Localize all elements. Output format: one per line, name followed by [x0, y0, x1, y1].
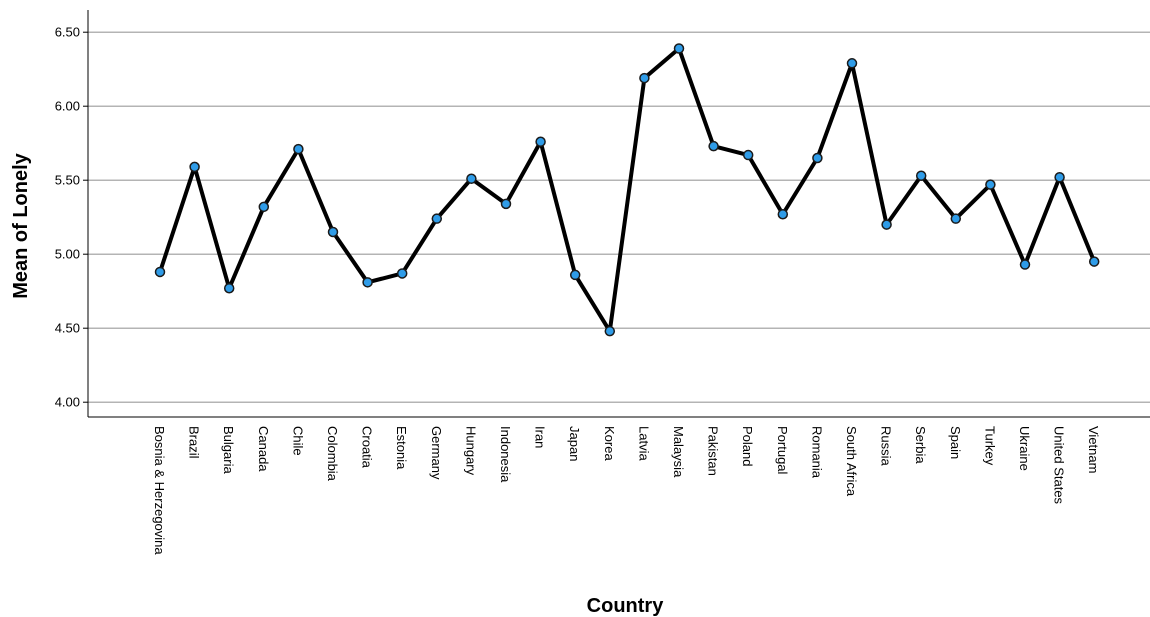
data-point [673, 43, 685, 54]
x-tick-label: Portugal [775, 426, 790, 475]
x-tick-label: Hungary [463, 426, 478, 476]
y-tick-label: 5.50 [55, 173, 80, 188]
data-point [639, 72, 650, 84]
y-tick-label: 4.50 [55, 321, 80, 336]
data-point [915, 170, 927, 182]
data-point [189, 161, 200, 173]
x-tick-label: Croatia [360, 426, 375, 469]
data-point [258, 201, 270, 213]
data-point [604, 325, 616, 337]
y-tick-label: 6.00 [55, 99, 80, 114]
x-tick-label: Korea [602, 426, 617, 461]
data-point [708, 140, 719, 152]
x-tick-label: Indonesia [498, 426, 513, 483]
data-point [742, 149, 754, 161]
x-tick-label: Latvia [636, 426, 651, 461]
x-tick-label: Canada [256, 426, 271, 472]
x-axis-title: Country [587, 595, 665, 617]
x-tick-label: Chile [290, 426, 305, 456]
y-axis-title: Mean of Lonely [10, 152, 32, 298]
x-tick-label: Ukraine [1017, 426, 1032, 471]
data-point [431, 213, 443, 224]
data-point [466, 173, 477, 184]
data-point [812, 152, 823, 164]
data-point [881, 219, 892, 230]
x-tick-label: Poland [740, 426, 755, 466]
axes [83, 10, 1150, 418]
y-tick-label: 4.00 [55, 395, 80, 410]
x-tick-label: Bosnia & Herzegovina [152, 426, 167, 555]
x-tick-label: Colombia [325, 426, 340, 482]
gridlines [88, 31, 1150, 403]
data-point [846, 58, 858, 69]
x-tick-label: Iran [533, 426, 548, 448]
x-tick-label: Brazil [187, 426, 202, 459]
x-tick-label: South Africa [844, 426, 859, 497]
x-tick-label: Turkey [982, 426, 997, 466]
data-point [154, 266, 166, 278]
x-tick-label: Pakistan [706, 426, 721, 476]
data-point [1019, 259, 1031, 270]
x-tick-labels: Bosnia & Herzegovina Brazil Bulgaria Canada… [152, 426, 1101, 555]
data-points [154, 43, 1100, 337]
x-tick-label: Japan [567, 426, 582, 461]
x-tick-label: Serbia [913, 426, 928, 464]
data-point [327, 226, 339, 238]
data-point [362, 277, 373, 288]
y-tick-label: 5.00 [55, 247, 80, 262]
x-tick-label: Estonia [394, 426, 409, 470]
data-point [1054, 171, 1065, 183]
x-tick-label: United States [1052, 426, 1067, 505]
data-point [950, 213, 962, 224]
x-tick-label: Germany [429, 426, 444, 480]
y-tick-label: 6.50 [55, 25, 80, 40]
data-point [777, 208, 789, 220]
data-point [396, 268, 408, 279]
series-line [158, 46, 1097, 334]
data-point [1088, 256, 1100, 267]
data-point [535, 136, 546, 147]
x-tick-label: Russia [879, 426, 894, 467]
data-point [293, 143, 304, 155]
x-tick-label: Bulgaria [221, 426, 236, 474]
x-tick-label: Romania [809, 426, 824, 479]
data-point [223, 282, 235, 294]
data-point [569, 269, 581, 281]
x-tick-label: Vietnam [1086, 426, 1101, 473]
data-point [500, 198, 512, 210]
data-point [985, 179, 996, 190]
x-tick-label: Malaysia [671, 426, 686, 478]
x-tick-label: Spain [948, 426, 963, 459]
y-tick-labels: 4.00 4.50 5.00 5.50 6.00 6.50 [55, 25, 80, 410]
